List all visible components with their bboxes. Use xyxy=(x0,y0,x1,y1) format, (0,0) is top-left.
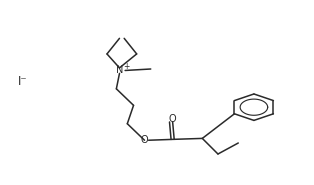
Text: O: O xyxy=(141,135,148,145)
Text: I⁻: I⁻ xyxy=(18,75,27,88)
Text: +: + xyxy=(123,62,130,71)
Text: O: O xyxy=(169,114,176,124)
Text: N: N xyxy=(116,65,123,75)
